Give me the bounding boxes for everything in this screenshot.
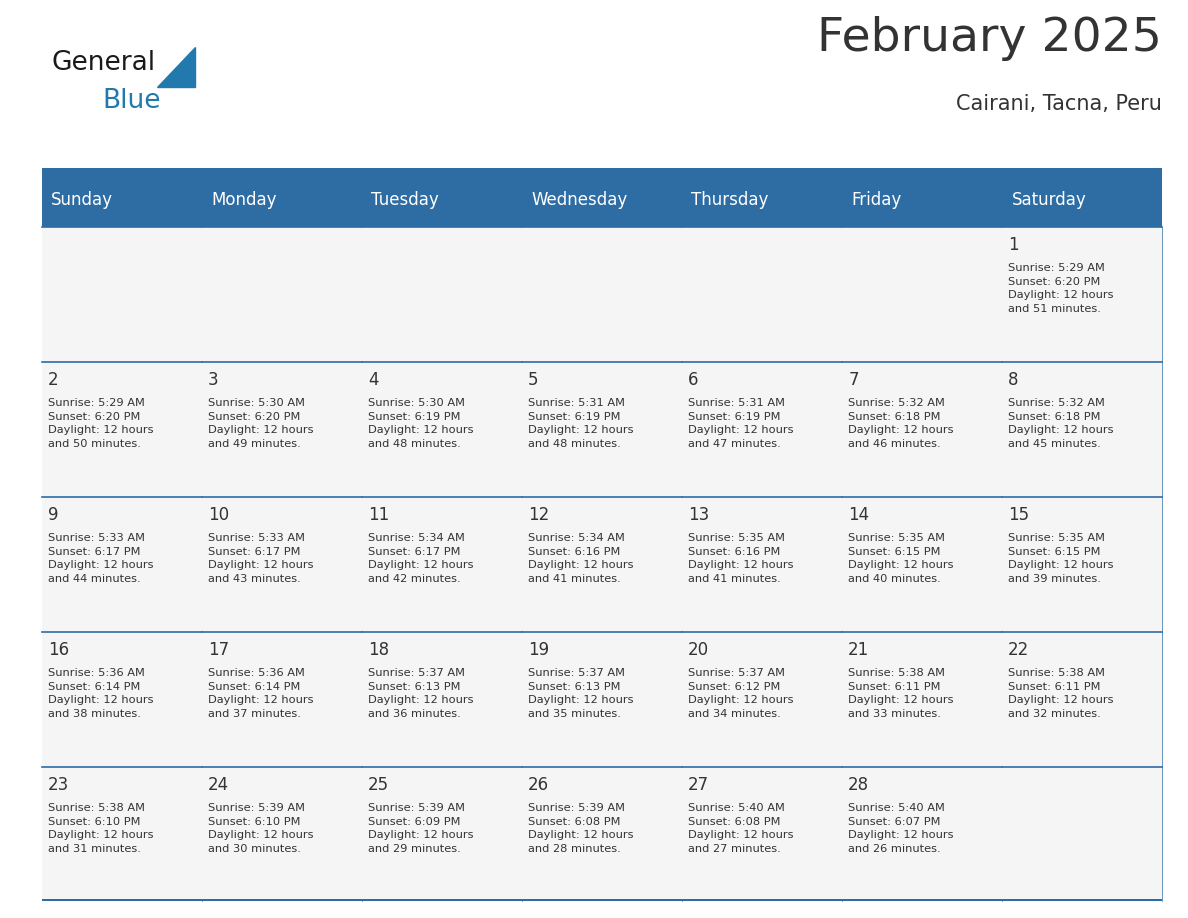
Text: Sunrise: 5:39 AM
Sunset: 6:08 PM
Daylight: 12 hours
and 28 minutes.: Sunrise: 5:39 AM Sunset: 6:08 PM Dayligh… <box>529 803 633 854</box>
Text: Friday: Friday <box>852 191 902 209</box>
Text: 11: 11 <box>368 506 390 524</box>
Text: Sunrise: 5:33 AM
Sunset: 6:17 PM
Daylight: 12 hours
and 44 minutes.: Sunrise: 5:33 AM Sunset: 6:17 PM Dayligh… <box>48 533 153 584</box>
Text: 25: 25 <box>368 776 390 794</box>
Text: Sunrise: 5:38 AM
Sunset: 6:10 PM
Daylight: 12 hours
and 31 minutes.: Sunrise: 5:38 AM Sunset: 6:10 PM Dayligh… <box>48 803 153 854</box>
Text: Sunrise: 5:33 AM
Sunset: 6:17 PM
Daylight: 12 hours
and 43 minutes.: Sunrise: 5:33 AM Sunset: 6:17 PM Dayligh… <box>208 533 314 584</box>
Text: 6: 6 <box>688 371 699 389</box>
Text: 15: 15 <box>1009 506 1029 524</box>
Text: 28: 28 <box>848 776 870 794</box>
Text: February 2025: February 2025 <box>817 17 1162 62</box>
Text: 2: 2 <box>48 371 58 389</box>
Text: Sunday: Sunday <box>51 191 113 209</box>
Polygon shape <box>157 47 195 87</box>
Text: 10: 10 <box>208 506 229 524</box>
Text: 18: 18 <box>368 641 390 659</box>
Text: 12: 12 <box>529 506 549 524</box>
Text: 22: 22 <box>1009 641 1030 659</box>
Text: Sunrise: 5:30 AM
Sunset: 6:19 PM
Daylight: 12 hours
and 48 minutes.: Sunrise: 5:30 AM Sunset: 6:19 PM Dayligh… <box>368 398 474 449</box>
Text: Sunrise: 5:36 AM
Sunset: 6:14 PM
Daylight: 12 hours
and 37 minutes.: Sunrise: 5:36 AM Sunset: 6:14 PM Dayligh… <box>208 668 314 719</box>
Text: 19: 19 <box>529 641 549 659</box>
Text: Sunrise: 5:35 AM
Sunset: 6:16 PM
Daylight: 12 hours
and 41 minutes.: Sunrise: 5:35 AM Sunset: 6:16 PM Dayligh… <box>688 533 794 584</box>
Text: 21: 21 <box>848 641 870 659</box>
Text: 8: 8 <box>1009 371 1019 389</box>
Text: Sunrise: 5:32 AM
Sunset: 6:18 PM
Daylight: 12 hours
and 46 minutes.: Sunrise: 5:32 AM Sunset: 6:18 PM Dayligh… <box>848 398 954 449</box>
Text: 20: 20 <box>688 641 709 659</box>
Text: Cairani, Tacna, Peru: Cairani, Tacna, Peru <box>956 94 1162 114</box>
Text: 13: 13 <box>688 506 709 524</box>
Text: Sunrise: 5:37 AM
Sunset: 6:12 PM
Daylight: 12 hours
and 34 minutes.: Sunrise: 5:37 AM Sunset: 6:12 PM Dayligh… <box>688 668 794 719</box>
Text: Sunrise: 5:39 AM
Sunset: 6:09 PM
Daylight: 12 hours
and 29 minutes.: Sunrise: 5:39 AM Sunset: 6:09 PM Dayligh… <box>368 803 474 854</box>
Text: Sunrise: 5:37 AM
Sunset: 6:13 PM
Daylight: 12 hours
and 35 minutes.: Sunrise: 5:37 AM Sunset: 6:13 PM Dayligh… <box>529 668 633 719</box>
Text: Wednesday: Wednesday <box>531 191 627 209</box>
Text: General: General <box>52 50 156 75</box>
Text: 23: 23 <box>48 776 69 794</box>
Text: Sunrise: 5:40 AM
Sunset: 6:07 PM
Daylight: 12 hours
and 26 minutes.: Sunrise: 5:40 AM Sunset: 6:07 PM Dayligh… <box>848 803 954 854</box>
Text: 5: 5 <box>529 371 538 389</box>
Text: 7: 7 <box>848 371 859 389</box>
Text: Blue: Blue <box>102 88 160 114</box>
Text: 4: 4 <box>368 371 379 389</box>
Text: 17: 17 <box>208 641 229 659</box>
Text: Sunrise: 5:29 AM
Sunset: 6:20 PM
Daylight: 12 hours
and 51 minutes.: Sunrise: 5:29 AM Sunset: 6:20 PM Dayligh… <box>1009 263 1113 314</box>
Text: Sunrise: 5:32 AM
Sunset: 6:18 PM
Daylight: 12 hours
and 45 minutes.: Sunrise: 5:32 AM Sunset: 6:18 PM Dayligh… <box>1009 398 1113 449</box>
Text: Thursday: Thursday <box>691 191 769 209</box>
Text: Sunrise: 5:34 AM
Sunset: 6:16 PM
Daylight: 12 hours
and 41 minutes.: Sunrise: 5:34 AM Sunset: 6:16 PM Dayligh… <box>529 533 633 584</box>
Text: 24: 24 <box>208 776 229 794</box>
Text: 9: 9 <box>48 506 58 524</box>
Text: Sunrise: 5:39 AM
Sunset: 6:10 PM
Daylight: 12 hours
and 30 minutes.: Sunrise: 5:39 AM Sunset: 6:10 PM Dayligh… <box>208 803 314 854</box>
Text: Tuesday: Tuesday <box>372 191 440 209</box>
Text: Sunrise: 5:29 AM
Sunset: 6:20 PM
Daylight: 12 hours
and 50 minutes.: Sunrise: 5:29 AM Sunset: 6:20 PM Dayligh… <box>48 398 153 449</box>
Text: 3: 3 <box>208 371 219 389</box>
Text: 16: 16 <box>48 641 69 659</box>
Text: Sunrise: 5:34 AM
Sunset: 6:17 PM
Daylight: 12 hours
and 42 minutes.: Sunrise: 5:34 AM Sunset: 6:17 PM Dayligh… <box>368 533 474 584</box>
Text: Sunrise: 5:35 AM
Sunset: 6:15 PM
Daylight: 12 hours
and 39 minutes.: Sunrise: 5:35 AM Sunset: 6:15 PM Dayligh… <box>1009 533 1113 584</box>
Text: Sunrise: 5:35 AM
Sunset: 6:15 PM
Daylight: 12 hours
and 40 minutes.: Sunrise: 5:35 AM Sunset: 6:15 PM Dayligh… <box>848 533 954 584</box>
Text: 14: 14 <box>848 506 870 524</box>
Text: Sunrise: 5:31 AM
Sunset: 6:19 PM
Daylight: 12 hours
and 47 minutes.: Sunrise: 5:31 AM Sunset: 6:19 PM Dayligh… <box>688 398 794 449</box>
Text: Sunrise: 5:40 AM
Sunset: 6:08 PM
Daylight: 12 hours
and 27 minutes.: Sunrise: 5:40 AM Sunset: 6:08 PM Dayligh… <box>688 803 794 854</box>
Text: Monday: Monday <box>211 191 277 209</box>
Text: 1: 1 <box>1009 236 1019 254</box>
Text: 27: 27 <box>688 776 709 794</box>
Text: Saturday: Saturday <box>1011 191 1086 209</box>
Text: Sunrise: 5:31 AM
Sunset: 6:19 PM
Daylight: 12 hours
and 48 minutes.: Sunrise: 5:31 AM Sunset: 6:19 PM Dayligh… <box>529 398 633 449</box>
Text: Sunrise: 5:36 AM
Sunset: 6:14 PM
Daylight: 12 hours
and 38 minutes.: Sunrise: 5:36 AM Sunset: 6:14 PM Dayligh… <box>48 668 153 719</box>
Text: Sunrise: 5:38 AM
Sunset: 6:11 PM
Daylight: 12 hours
and 33 minutes.: Sunrise: 5:38 AM Sunset: 6:11 PM Dayligh… <box>848 668 954 719</box>
Text: 26: 26 <box>529 776 549 794</box>
Text: Sunrise: 5:30 AM
Sunset: 6:20 PM
Daylight: 12 hours
and 49 minutes.: Sunrise: 5:30 AM Sunset: 6:20 PM Dayligh… <box>208 398 314 449</box>
Text: Sunrise: 5:38 AM
Sunset: 6:11 PM
Daylight: 12 hours
and 32 minutes.: Sunrise: 5:38 AM Sunset: 6:11 PM Dayligh… <box>1009 668 1113 719</box>
Text: Sunrise: 5:37 AM
Sunset: 6:13 PM
Daylight: 12 hours
and 36 minutes.: Sunrise: 5:37 AM Sunset: 6:13 PM Dayligh… <box>368 668 474 719</box>
